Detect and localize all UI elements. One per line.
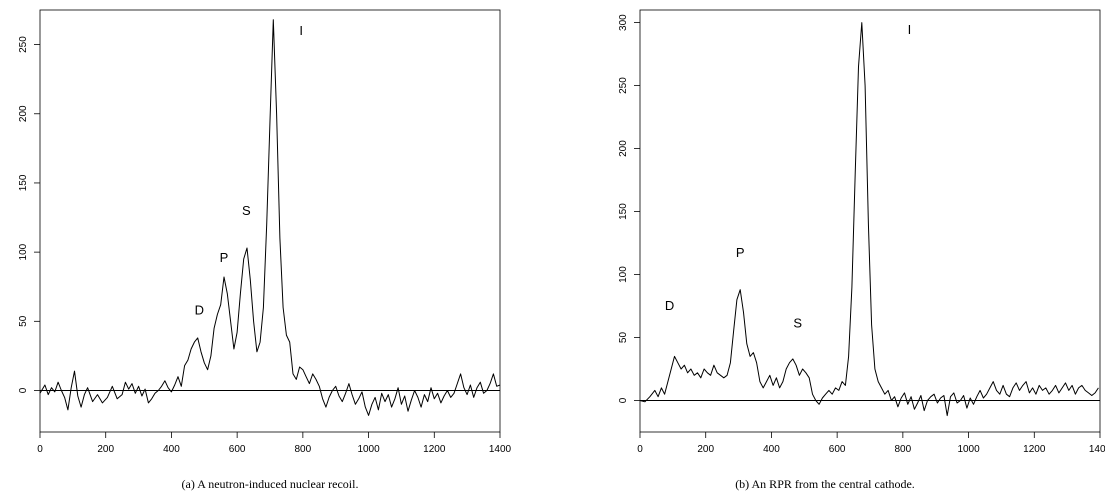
plot-frame bbox=[39, 9, 501, 433]
y-tick-label: 0 bbox=[18, 387, 29, 393]
x-tick-label: 1200 bbox=[1023, 444, 1046, 455]
peak-label-d: D bbox=[195, 302, 204, 317]
y-tick-label: 150 bbox=[18, 174, 29, 191]
peak-label-s: S bbox=[242, 203, 251, 218]
x-tick-label: 400 bbox=[163, 444, 180, 455]
series-line bbox=[639, 22, 1099, 417]
x-tick-label: 200 bbox=[97, 444, 114, 455]
peak-label-i: I bbox=[908, 22, 912, 37]
x-tick-label: 600 bbox=[229, 444, 246, 455]
x-tick-label: 1000 bbox=[957, 444, 980, 455]
peak-label-p: P bbox=[220, 250, 229, 265]
y-tick-label: 100 bbox=[618, 266, 629, 283]
plot-frame bbox=[639, 9, 1101, 433]
x-tick-label: 1200 bbox=[423, 444, 446, 455]
x-tick-label: 0 bbox=[37, 444, 43, 455]
x-tick-label: 1400 bbox=[489, 444, 512, 455]
chart-b: 0 200 400 600 800 1000 1200 1400 0 50 100 150 200 250… bbox=[618, 9, 1105, 455]
x-tick-label: 1000 bbox=[357, 444, 380, 455]
peak-label-p: P bbox=[736, 245, 745, 260]
y-tick-label: 50 bbox=[18, 315, 29, 327]
x-tick-label: 800 bbox=[895, 444, 912, 455]
caption-b: (b) An RPR from the central cathode. bbox=[735, 477, 915, 491]
x-tick-label: 1400 bbox=[1089, 444, 1105, 455]
y-tick-label: 50 bbox=[618, 332, 629, 344]
x-tick-label: 0 bbox=[637, 444, 643, 455]
x-tick-label: 200 bbox=[697, 444, 714, 455]
y-tick-label: 200 bbox=[618, 140, 629, 157]
x-tick-label: 400 bbox=[763, 444, 780, 455]
x-tick-label: 600 bbox=[829, 444, 846, 455]
chart-a: 0 200 400 600 800 1000 1200 1400 0 50 100 150 200 250… bbox=[18, 9, 512, 455]
y-tick-label: 100 bbox=[18, 243, 29, 260]
y-tick-label: 250 bbox=[18, 36, 29, 53]
caption-a: (a) A neutron-induced nuclear recoil. bbox=[181, 477, 359, 491]
series-line bbox=[39, 19, 501, 416]
x-tick-label: 800 bbox=[295, 444, 312, 455]
peak-label-i: I bbox=[299, 23, 303, 38]
y-tick-label: 150 bbox=[618, 203, 629, 220]
y-tick-label: 250 bbox=[618, 77, 629, 94]
y-tick-label: 300 bbox=[618, 14, 629, 31]
y-tick-label: 200 bbox=[18, 105, 29, 122]
peak-label-d: D bbox=[665, 298, 674, 313]
y-tick-label: 0 bbox=[618, 397, 629, 403]
peak-label-s: S bbox=[793, 315, 802, 330]
